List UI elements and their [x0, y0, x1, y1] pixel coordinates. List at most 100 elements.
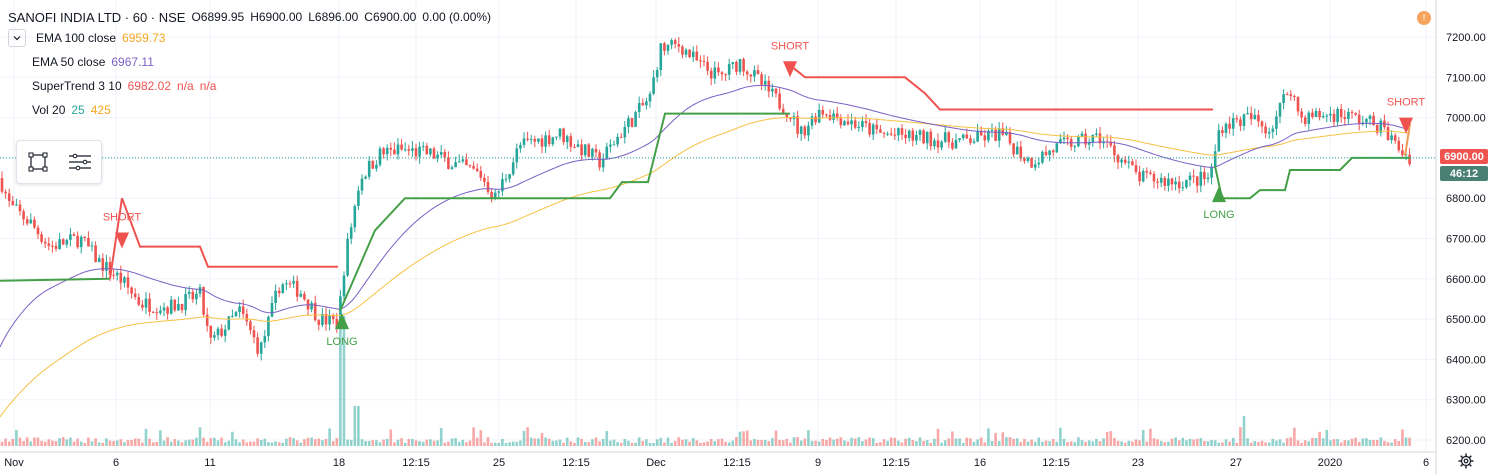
candle-body: [349, 227, 353, 239]
volume-bar: [18, 437, 22, 446]
volume-bar: [61, 437, 65, 446]
candle-body: [486, 181, 490, 193]
candle-body: [1098, 133, 1102, 144]
gear-icon[interactable]: [1458, 453, 1474, 469]
rectangle-tool-button[interactable]: [17, 141, 59, 183]
volume-bar: [1300, 442, 1303, 446]
candle-body: [1329, 113, 1332, 116]
volume-bar: [821, 438, 825, 446]
lines-tool-button[interactable]: [59, 141, 101, 183]
candle-body: [501, 179, 504, 192]
candle-body: [1293, 95, 1296, 97]
indicator-ema100[interactable]: EMA 100 close 6959.73: [8, 26, 491, 50]
candle-body: [990, 129, 994, 131]
time-tick-label: 12:15: [723, 457, 751, 469]
volume-bar: [1206, 441, 1210, 446]
volume-bar: [1116, 440, 1120, 446]
indicator-volume[interactable]: Vol 20 25 425: [32, 98, 491, 122]
candle-body: [461, 159, 465, 162]
volume-bar: [796, 437, 799, 446]
candle-body: [7, 193, 11, 202]
volume-bar: [699, 442, 702, 446]
candle-body: [151, 311, 155, 313]
candle-body: [1195, 176, 1199, 186]
candle-body: [1303, 117, 1307, 124]
volume-bar: [1275, 440, 1278, 446]
price-tick-label: 6400.00: [1446, 354, 1486, 366]
volume-bar: [1069, 441, 1073, 446]
candle-body: [933, 140, 936, 147]
supertrend-flip: [109, 198, 123, 279]
ema100-value: 6959.73: [122, 31, 166, 45]
supertrend-line: [789, 64, 1213, 111]
indicator-ema50[interactable]: EMA 50 close 6967.11: [32, 50, 491, 74]
candle-body: [241, 306, 245, 315]
volume-bar: [342, 316, 346, 446]
volume-bar: [263, 438, 267, 446]
candle-body: [346, 238, 349, 276]
volume-bar: [25, 437, 29, 446]
candle-body: [83, 236, 87, 238]
candle-body: [72, 234, 76, 236]
ohlc-change: 0.00 (0.00%): [422, 10, 492, 24]
candle-body: [1048, 150, 1051, 156]
volume-bar: [1307, 441, 1311, 446]
volume-bar: [918, 437, 922, 446]
candle-body: [825, 114, 828, 116]
notification-icon[interactable]: !: [1417, 11, 1431, 25]
candle-body: [231, 316, 234, 318]
volume-bar: [1091, 441, 1095, 446]
volume-bar: [97, 442, 101, 446]
candle-body: [659, 43, 663, 71]
candle-body: [1030, 158, 1033, 168]
candle-body: [43, 241, 47, 244]
candle-body: [1077, 136, 1080, 147]
volume-bar: [177, 440, 180, 446]
volume-bar: [241, 439, 245, 446]
volume-bar: [1408, 437, 1411, 446]
symbol-title[interactable]: SANOFI INDIA LTD · 60 · NSE: [8, 9, 186, 25]
ohlc-open: O6899.95: [191, 10, 245, 24]
candle-body: [1163, 177, 1167, 186]
volume-bar: [321, 440, 324, 446]
candle-body: [447, 157, 450, 169]
candle-body: [18, 204, 22, 212]
candle-body: [436, 154, 439, 159]
candle-body: [191, 291, 195, 300]
volume-bar: [475, 437, 479, 446]
collapse-legend-button[interactable]: [8, 29, 26, 47]
candle-body: [774, 88, 778, 94]
volume-bar: [295, 440, 299, 446]
candle-body: [850, 120, 853, 125]
volume-bar: [907, 437, 911, 446]
candle-body: [87, 237, 90, 247]
volume-bar: [443, 442, 447, 446]
candle-body: [1109, 141, 1113, 146]
long-signal-arrow: [335, 313, 349, 330]
price-tick-label: 7000.00: [1446, 113, 1486, 125]
volume-bar: [587, 442, 591, 446]
candle-body: [202, 287, 205, 315]
candle-body: [245, 314, 249, 322]
volume-bar: [47, 439, 51, 446]
candle-body: [1177, 181, 1181, 189]
candle-body: [1152, 173, 1156, 182]
candle-body: [735, 61, 738, 72]
volume-bar: [436, 440, 439, 446]
candle-body: [187, 291, 191, 294]
candle-body: [1073, 146, 1077, 148]
volume-bar: [349, 439, 353, 446]
volume-bar: [936, 428, 940, 446]
indicator-supertrend[interactable]: SuperTrend 3 10 6982.02 n/a n/a: [32, 74, 491, 98]
candle-body: [666, 44, 670, 51]
volume-bar: [652, 442, 655, 446]
supertrend-line: [0, 277, 111, 282]
candle-body: [1354, 112, 1357, 115]
volume-bar: [1350, 438, 1354, 446]
volume-bar: [457, 441, 461, 446]
volume-bar: [148, 438, 151, 446]
volume-bar: [216, 440, 220, 446]
volume-bar: [864, 439, 868, 446]
candle-body: [443, 151, 447, 158]
